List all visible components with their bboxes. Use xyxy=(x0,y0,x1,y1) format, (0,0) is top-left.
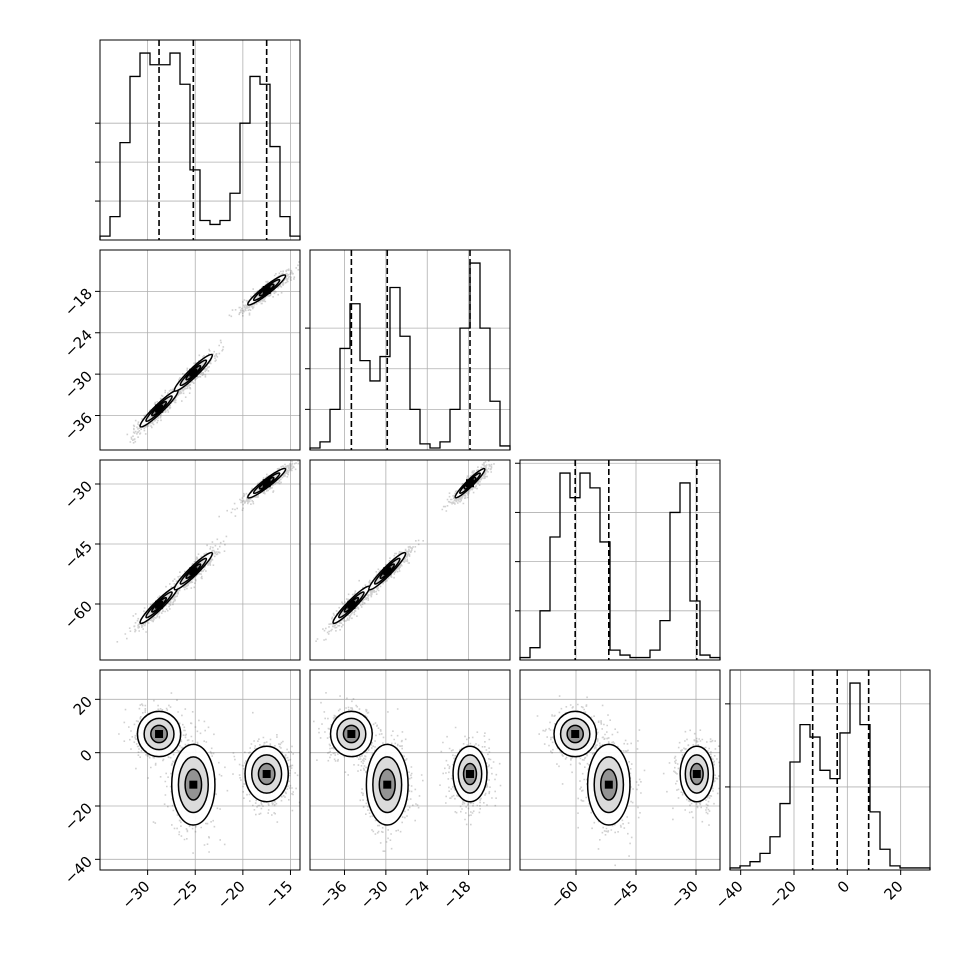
density-peak-0 xyxy=(155,600,164,609)
panel-content xyxy=(100,670,300,870)
panel-frame xyxy=(309,459,511,661)
scatter-panel-3-0: −40 −20 0 20 xyxy=(61,669,301,888)
panel-frame xyxy=(99,459,301,661)
histogram-series-0 xyxy=(99,52,301,240)
y-tick-label: −36 xyxy=(61,409,96,444)
x-axis-0: −30 −25 −20 −15 xyxy=(119,870,296,912)
density-peak-0 xyxy=(347,730,356,738)
y-tick-label: −60 xyxy=(61,597,96,632)
density-peak-1 xyxy=(189,780,198,789)
hist-frame xyxy=(519,459,721,661)
y-tick-label: −30 xyxy=(61,477,96,512)
hist-frame xyxy=(309,249,511,451)
x-tick-label: −30 xyxy=(357,877,392,912)
density-peak-0 xyxy=(571,730,580,738)
density-peak-1 xyxy=(189,567,198,576)
y-tick-label: −45 xyxy=(61,537,96,572)
hist-panel-1 xyxy=(305,249,511,451)
x-tick-label: 0 xyxy=(834,877,853,896)
density-peak-2 xyxy=(466,770,474,778)
x-tick-label: −18 xyxy=(440,877,475,912)
histogram-series-1 xyxy=(309,262,511,450)
density-peak-1 xyxy=(383,567,392,576)
y-tick-label: −24 xyxy=(61,326,96,361)
x-tick-label: −60 xyxy=(547,877,582,912)
x-axis-2: −60 −45 −30 xyxy=(547,870,702,912)
histogram-series-3 xyxy=(729,682,931,870)
hist-panel-0 xyxy=(95,39,301,241)
scatter-panel-3-2 xyxy=(519,669,721,871)
x-tick-label: −30 xyxy=(119,877,154,912)
x-tick-label: −30 xyxy=(667,877,702,912)
x-tick-label: −15 xyxy=(261,877,296,912)
x-axis-3: −40 −20 0 20 xyxy=(712,870,907,912)
y-tick-label: 20 xyxy=(70,693,96,719)
density-peak-2 xyxy=(262,770,271,778)
x-axis-1: −36 −30 −24 −18 xyxy=(315,870,475,912)
x-tick-label: −20 xyxy=(214,877,249,912)
density-peak-0 xyxy=(347,600,356,609)
scatter-panel-3-1 xyxy=(309,669,511,871)
hist-panel-3 xyxy=(725,669,931,871)
panel-content xyxy=(310,670,510,870)
y-tick-label: −20 xyxy=(61,799,96,834)
scatter-panel-2-1 xyxy=(309,459,511,661)
y-tick-label: 0 xyxy=(77,746,96,765)
x-tick-label: −36 xyxy=(315,877,350,912)
panel-frame xyxy=(519,669,721,871)
density-peak-2 xyxy=(466,479,474,488)
density-peak-0 xyxy=(155,404,164,413)
y-tick-label: −18 xyxy=(61,285,96,320)
density-peak-2 xyxy=(262,286,271,294)
x-tick-label: −45 xyxy=(607,877,642,912)
y-tick-label: −30 xyxy=(61,367,96,402)
x-tick-label: −24 xyxy=(398,877,433,912)
panel-frame xyxy=(99,249,301,451)
scatter-panel-1-0: −36 −30 −24 −18 xyxy=(61,249,301,451)
hist-frame xyxy=(99,39,301,241)
panel-frame xyxy=(99,669,301,871)
x-tick-label: −25 xyxy=(166,877,201,912)
panel-content xyxy=(310,460,510,660)
density-peak-2 xyxy=(262,479,271,488)
density-peak-1 xyxy=(189,368,198,377)
panel-frame xyxy=(309,669,511,871)
density-peak-2 xyxy=(692,770,701,778)
x-tick-label: −40 xyxy=(712,877,747,912)
panel-content xyxy=(100,460,300,660)
hist-panel-2 xyxy=(515,459,721,661)
density-peak-1 xyxy=(604,780,613,789)
x-tick-label: −20 xyxy=(765,877,800,912)
scatter-panel-2-0: −60 −45 −30 xyxy=(61,459,301,661)
density-peak-1 xyxy=(383,780,392,789)
histogram-series-2 xyxy=(519,472,721,660)
panel-content xyxy=(100,250,300,450)
density-peak-0 xyxy=(155,730,164,738)
panel-content xyxy=(520,670,720,870)
x-tick-label: 20 xyxy=(880,877,906,903)
y-tick-label: −40 xyxy=(61,853,96,888)
hist-frame xyxy=(729,669,931,871)
